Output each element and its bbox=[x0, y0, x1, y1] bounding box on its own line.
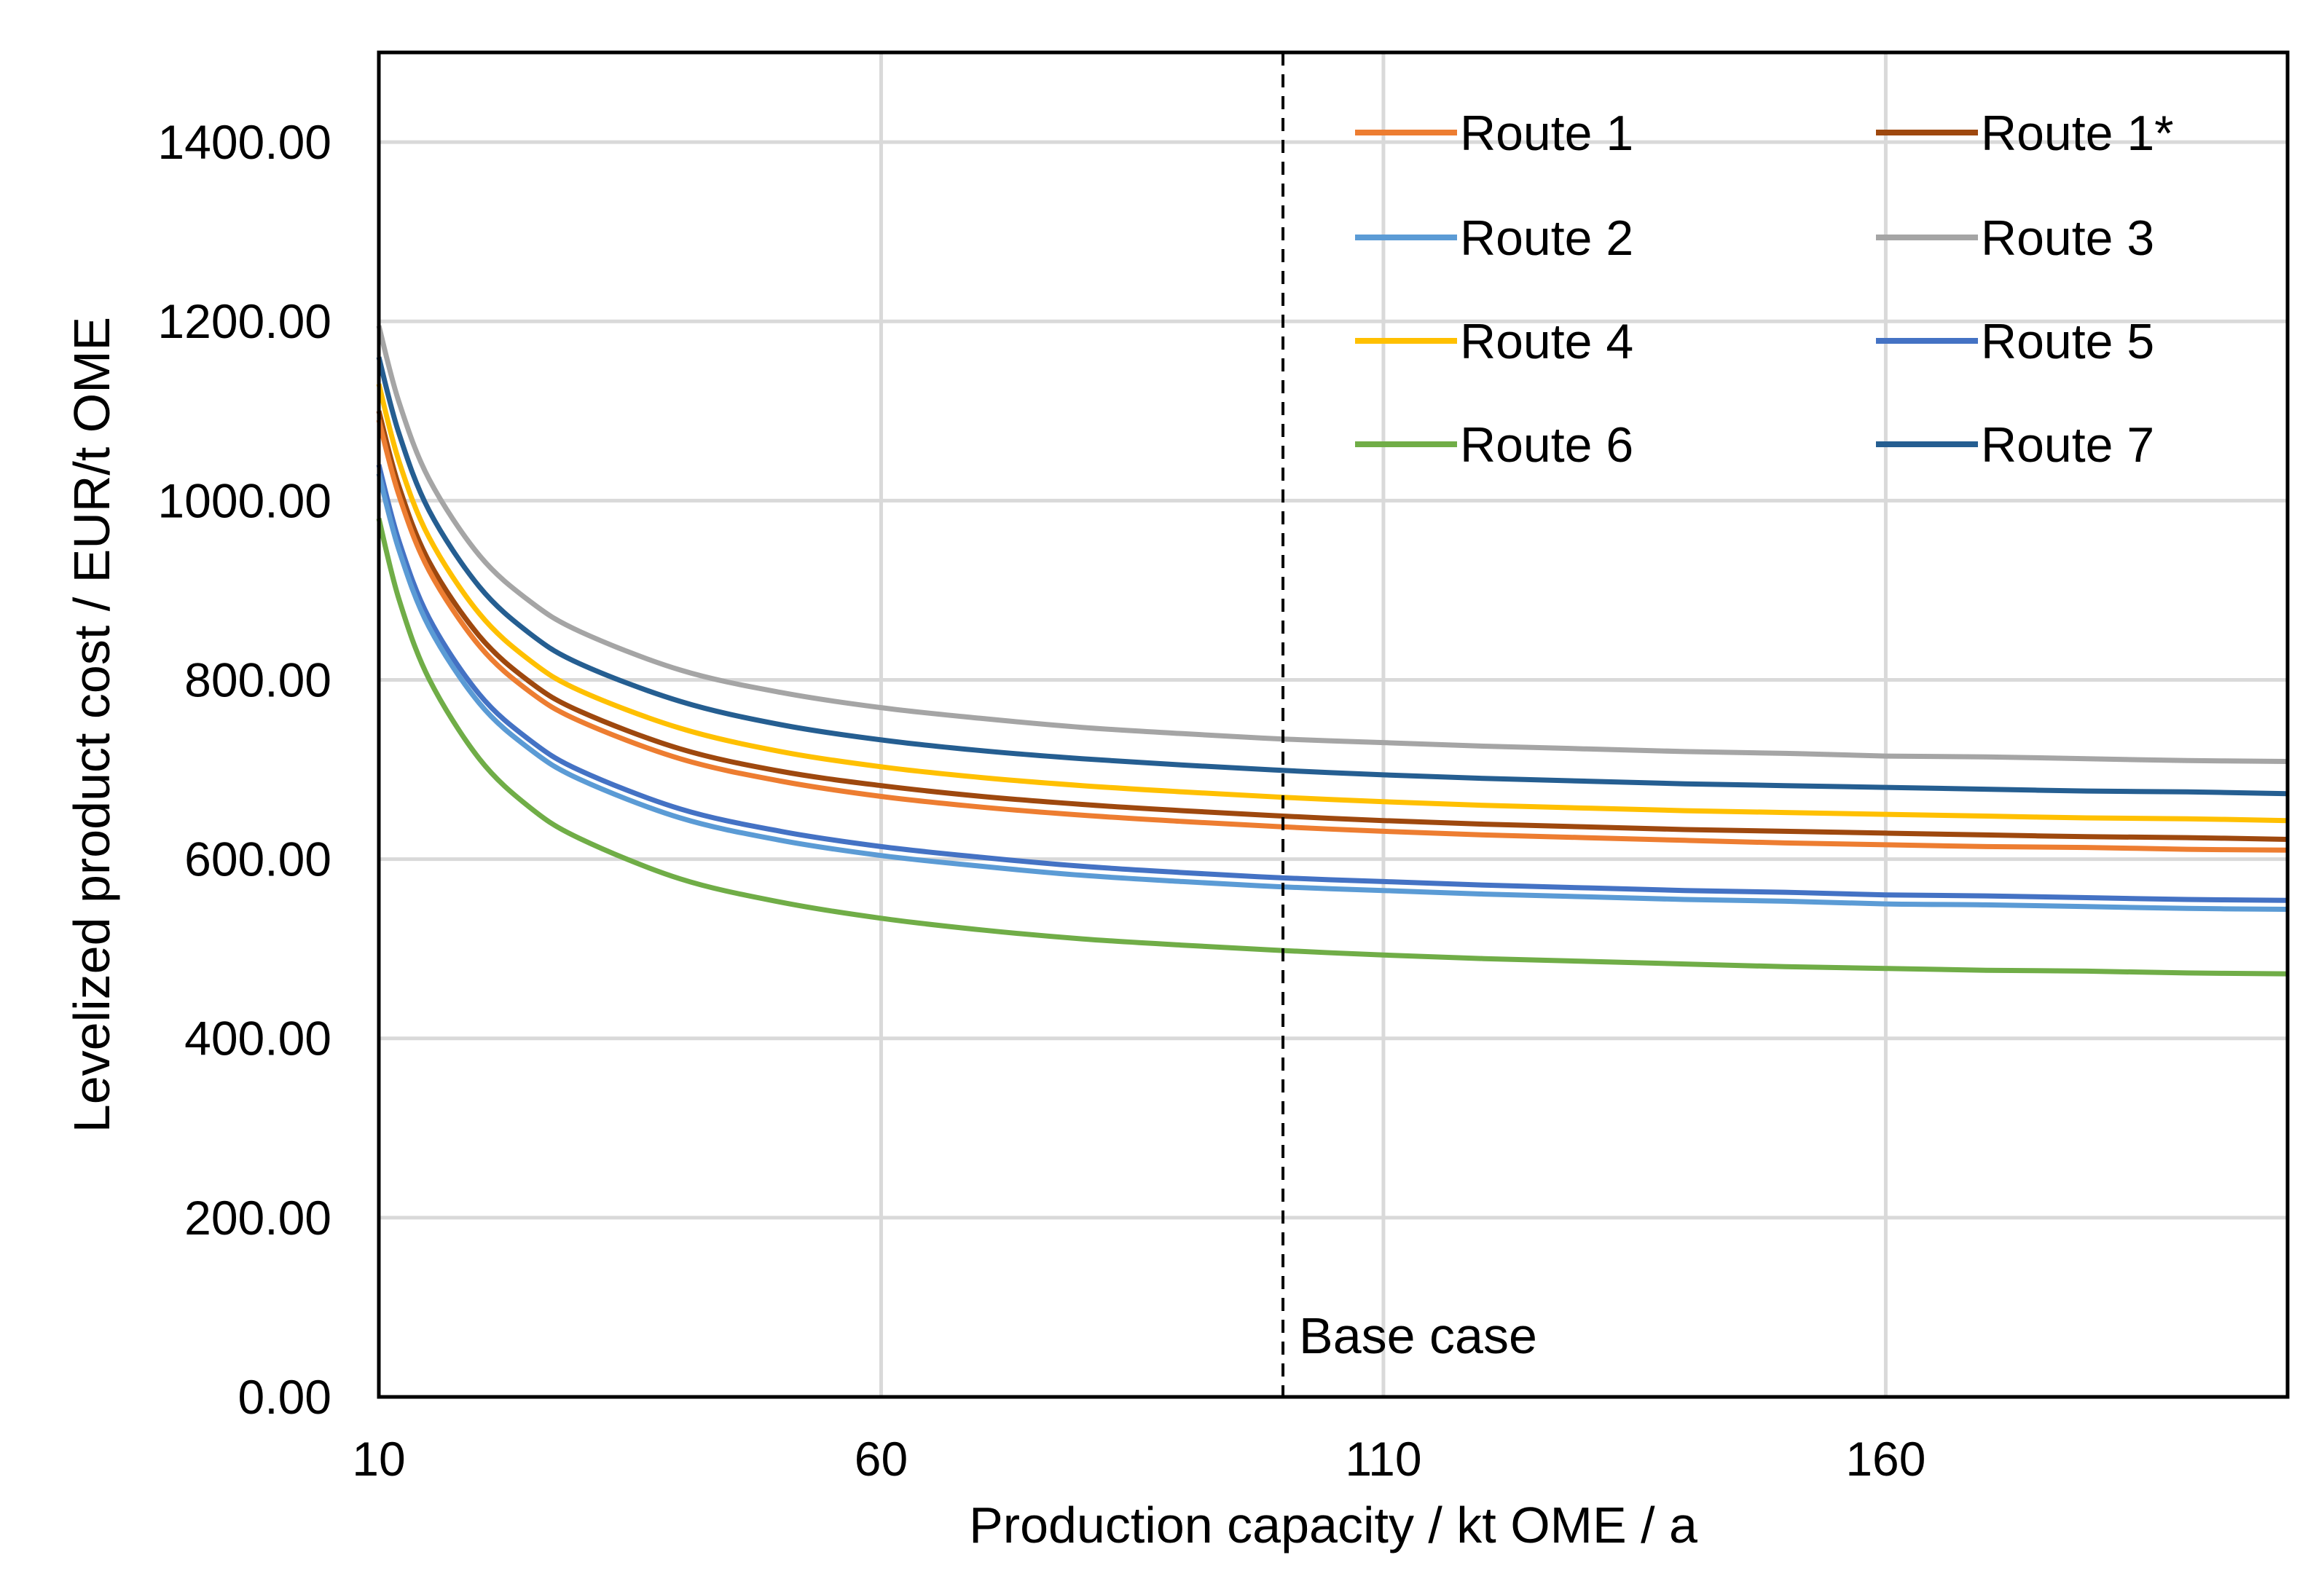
base-case-label: Base case bbox=[1299, 1307, 1537, 1364]
series-line-route-6 bbox=[376, 518, 2288, 977]
y-tick-label: 1000.00 bbox=[157, 473, 331, 527]
series-line-route-3 bbox=[376, 325, 2288, 764]
series-line-route-5 bbox=[376, 464, 2288, 903]
y-tick-label: 400.00 bbox=[184, 1012, 331, 1066]
legend-label: Route 4 bbox=[1460, 314, 1633, 369]
x-tick-label: 110 bbox=[1345, 1432, 1421, 1486]
legend-label: Route 3 bbox=[1981, 210, 2154, 266]
series-line-route-4 bbox=[376, 383, 2288, 824]
base-case-annotation: Base case bbox=[1281, 52, 1537, 1397]
series-line-route-7 bbox=[376, 356, 2288, 797]
legend-label: Route 1* bbox=[1981, 106, 2174, 161]
x-axis-ticks: 10 60 110 160 bbox=[352, 1432, 1925, 1486]
y-tick-label: 200.00 bbox=[184, 1191, 331, 1245]
legend-label: Route 1 bbox=[1460, 106, 1633, 161]
y-axis-title: Levelized product cost / EUR/t OME bbox=[63, 317, 120, 1133]
x-tick-label: 160 bbox=[1845, 1432, 1925, 1486]
legend: Route 1 Route 1* Route 2 Route 3 Route 4 Rout… bbox=[1355, 106, 2174, 473]
x-axis-title: Production capacity / kt OME / a bbox=[969, 1497, 1697, 1553]
series-line-route-1 bbox=[376, 410, 2288, 842]
legend-label: Route 2 bbox=[1460, 210, 1633, 266]
plot-area-frame bbox=[377, 50, 2290, 1399]
y-tick-label: 0.00 bbox=[238, 1370, 331, 1424]
y-tick-label: 1400.00 bbox=[157, 115, 331, 169]
x-tick-label: 10 bbox=[352, 1432, 405, 1486]
x-tick-label: 60 bbox=[855, 1432, 908, 1486]
y-tick-label: 1200.00 bbox=[157, 294, 331, 348]
series-line-route-2 bbox=[376, 473, 2288, 912]
series-line-route-1 bbox=[376, 419, 2288, 853]
y-tick-label: 800.00 bbox=[184, 653, 331, 706]
y-tick-label: 600.00 bbox=[184, 832, 331, 886]
legend-label: Route 7 bbox=[1981, 417, 2154, 473]
series-lines bbox=[376, 325, 2288, 977]
legend-label: Route 6 bbox=[1460, 417, 1633, 473]
y-axis-ticks: 0.00 200.00 400.00 600.00 800.00 1000.00 1200.… bbox=[157, 115, 331, 1424]
legend-label: Route 5 bbox=[1981, 314, 2154, 369]
